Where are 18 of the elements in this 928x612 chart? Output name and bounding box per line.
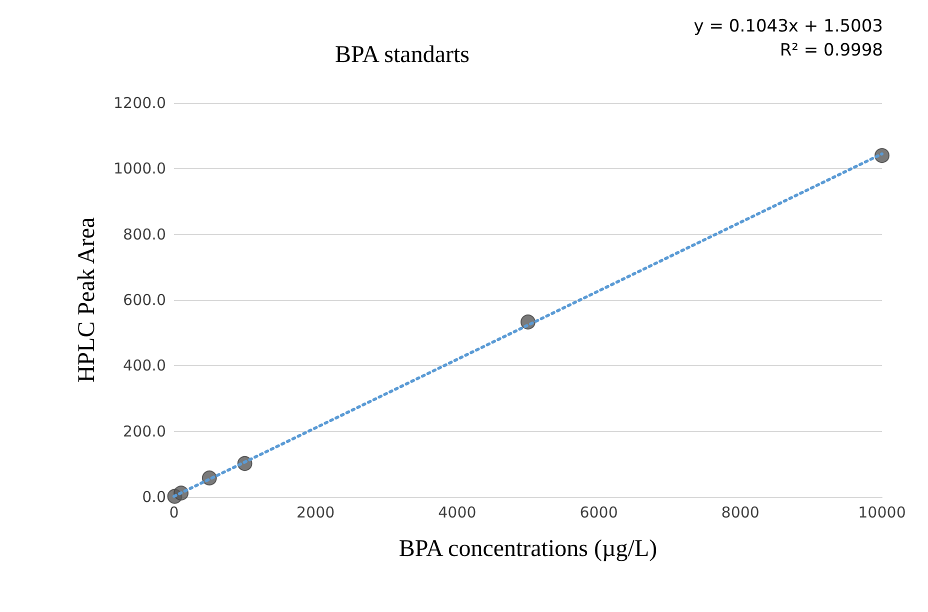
y-tick-label: 1200.0 <box>114 94 166 112</box>
x-tick-label: 0 <box>169 504 179 522</box>
x-tick-label: 2000 <box>296 504 335 522</box>
y-tick-label: 400.0 <box>123 356 166 375</box>
x-tick-label: 4000 <box>438 504 476 522</box>
y-tick-label: 1000.0 <box>114 160 166 178</box>
y-tick-label: 600.0 <box>123 291 166 309</box>
x-tick-label: 8000 <box>721 504 760 522</box>
x-tick-label: 6000 <box>580 504 618 522</box>
text: y = 0.1043x + 1.5003 <box>694 16 883 36</box>
x-axis-title: BPA concentrations (µg/L) <box>398 536 658 562</box>
y-tick-label: 0.0 <box>142 488 166 506</box>
x-tick-label: 10000 <box>858 504 906 522</box>
y-tick-label: 800.0 <box>123 225 166 244</box>
text: R² = 0.9998 <box>780 40 883 60</box>
y-tick-label: 200.0 <box>123 422 166 440</box>
chart-title: BPA standarts <box>335 42 470 68</box>
y-axis-title: HPLC Peak Area <box>74 217 100 383</box>
